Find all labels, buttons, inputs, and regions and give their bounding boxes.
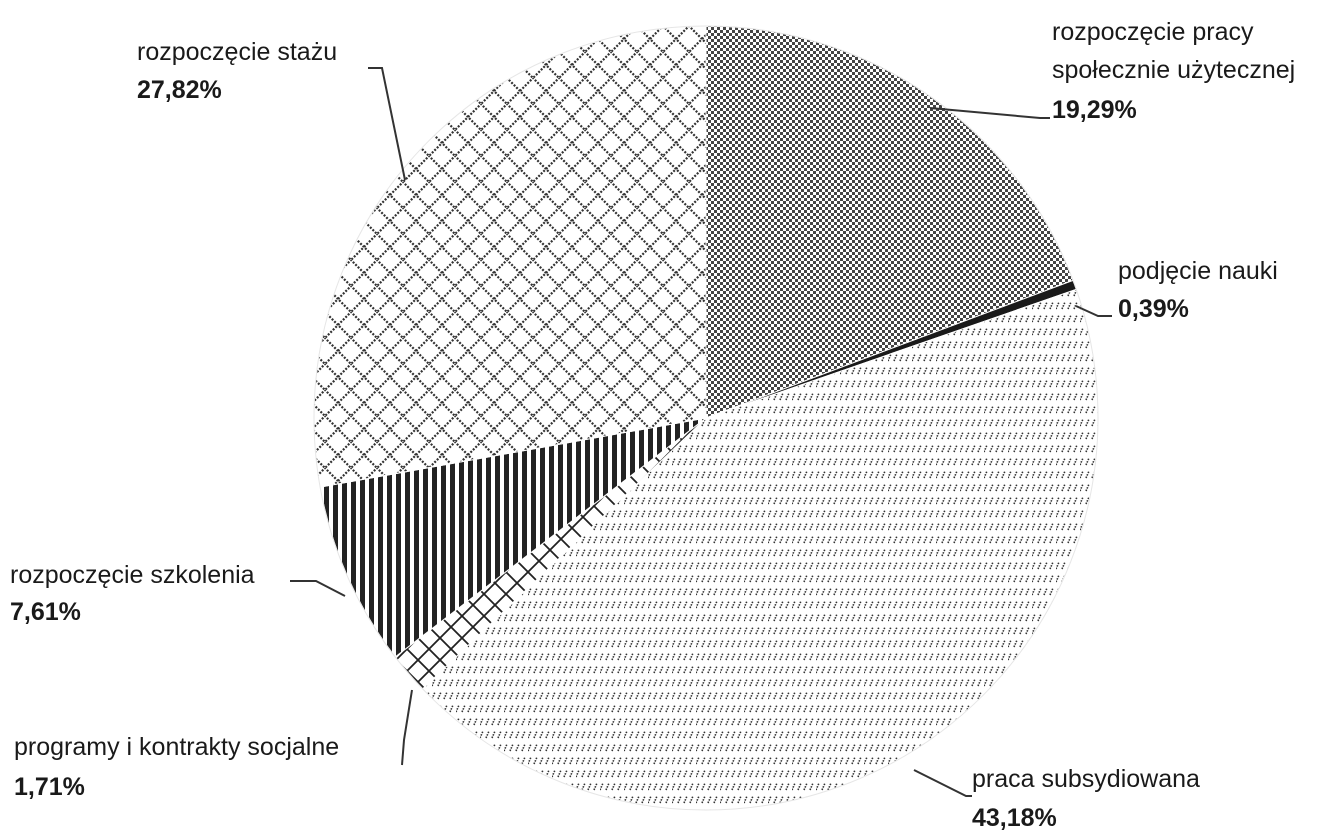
leader-line-rozpoczecie-pracy-spolecznie-uzytecznej (929, 107, 1050, 119)
slice-value-rozpoczecie-stazu: 27,82% (137, 76, 222, 104)
slice-label-line2-rozpoczecie-pracy-spolecznie-uzytecznej: społecznie użytecznej (1052, 56, 1295, 84)
slice-value-podjecie-nauki: 0,39% (1118, 295, 1189, 323)
slice-value-programy-i-kontrakty-socjalne: 1,71% (14, 773, 85, 801)
slice-label-praca-subsydiowana: praca subsydiowana (972, 765, 1200, 793)
leader-line-podjecie-nauki (1075, 305, 1112, 317)
slice-value-rozpoczecie-pracy-spolecznie-uzytecznej: 19,29% (1052, 96, 1137, 124)
leader-line-rozpoczecie-szkolenia (290, 580, 346, 597)
slice-label-rozpoczecie-stazu: rozpoczęcie stażu (137, 38, 337, 66)
leader-line-programy-i-kontrakty-socjalne (401, 689, 413, 766)
pie-slice-rozpoczecie-stazu (313, 25, 707, 488)
slice-label-podjecie-nauki: podjęcie nauki (1118, 257, 1278, 285)
slice-value-rozpoczecie-szkolenia: 7,61% (10, 598, 81, 626)
leader-line-rozpoczecie-stazu (368, 67, 406, 181)
slice-value-praca-subsydiowana: 43,18% (972, 804, 1057, 832)
leader-line-praca-subsydiowana (913, 769, 972, 797)
slice-label-programy-i-kontrakty-socjalne: programy i kontrakty socjalne (14, 733, 339, 761)
slice-label-rozpoczecie-pracy-spolecznie-uzytecznej: rozpoczęcie pracy (1052, 18, 1254, 46)
pie-outline (313, 25, 1099, 811)
slice-label-rozpoczecie-szkolenia: rozpoczęcie szkolenia (10, 561, 255, 589)
